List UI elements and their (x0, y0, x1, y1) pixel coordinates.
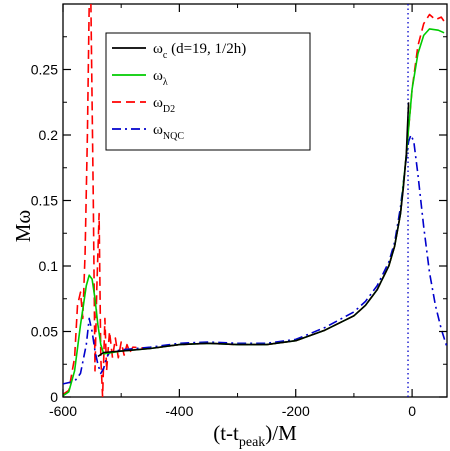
legend-label-main: ω (153, 122, 163, 138)
x-axis-label-tail: )/M (265, 421, 297, 445)
x-axis-label-main: (t-t (213, 421, 239, 445)
series-line-0 (97, 102, 410, 358)
x-tick-label: -400 (165, 403, 193, 419)
legend-label-0: ωc (d=19, 1/2h) (153, 41, 246, 61)
y-tick-label: 0 (50, 389, 58, 405)
series-line-3 (63, 134, 447, 385)
ticks-layer: -600 -400 -200 0 0 0.05 0.1 0.15 0.2 0.25 (31, 4, 447, 419)
legend-box (105, 32, 311, 151)
x-axis-label: (t-tpeak)/M (213, 421, 297, 450)
y-axis-label: Mω (11, 210, 35, 243)
legend-label-main: ω (153, 68, 163, 84)
legend-label-tail: (d=19, 1/2h) (167, 41, 246, 57)
y-tick-label: 0.05 (31, 324, 58, 340)
x-axis-label-sub: peak (239, 435, 265, 450)
legend-label-sub: D2 (163, 104, 175, 115)
x-tick-label: 0 (408, 403, 416, 419)
legend-label-3: ωNQC (153, 122, 184, 142)
legend-label-sub: λ (163, 77, 168, 88)
y-tick-label: 0.1 (39, 258, 59, 274)
legend-label-main: ω (153, 41, 163, 57)
x-tick-label: -200 (282, 403, 310, 419)
legend-label-1: ωλ (153, 68, 168, 88)
legend-label-main: ω (153, 95, 163, 111)
y-tick-label: 0.25 (31, 62, 58, 78)
series-layer (63, 4, 447, 397)
y-tick-label: 0.2 (39, 127, 59, 143)
legend-label-sub: c (163, 50, 168, 61)
x-tick-label: -600 (49, 403, 77, 419)
legend-label-sub: NQC (163, 131, 184, 142)
y-tick-label: 0.15 (31, 193, 58, 209)
legend-label-2: ωD2 (153, 95, 175, 115)
